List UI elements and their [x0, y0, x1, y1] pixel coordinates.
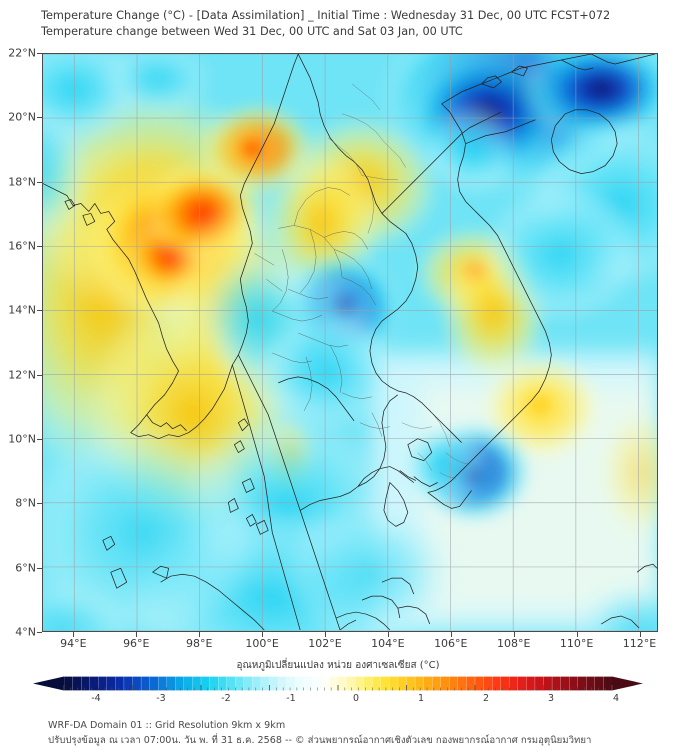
xlabel-98E: 98°E — [185, 637, 213, 650]
colorbar: อุณหภูมิเปลี่ยนแปลง หน่วย องศาเซลเซียส (… — [33, 658, 643, 708]
colorbar-tick--4: -4 — [91, 693, 101, 704]
colorbar-tick--1: -1 — [286, 693, 296, 704]
map-gridlines — [43, 54, 657, 631]
ylabel-22N: 22°N — [8, 46, 36, 60]
footer-line2: ปรับปรุงข้อมูล ณ เวลา 07:00น. วัน พ. ที่… — [48, 735, 592, 746]
xlabel-112E: 112°E — [622, 637, 657, 650]
xlabel-100E: 100°E — [245, 637, 279, 650]
xlabel-110E: 110°E — [559, 637, 594, 650]
colorbar-tick-4: 4 — [612, 693, 620, 704]
ylabel-20N: 20°N — [8, 110, 36, 124]
ylabel-14N: 14°N — [8, 303, 36, 317]
colorbar-tick-3: 3 — [547, 693, 555, 704]
colorbar-tick-2: 2 — [482, 693, 490, 704]
colorbar-svg — [33, 676, 643, 691]
temperature-change-map — [42, 53, 658, 632]
xlabel-102E: 102°E — [308, 637, 342, 650]
xlabel-94E: 94°E — [60, 637, 87, 650]
ylabel-4N: 4°N — [15, 625, 36, 639]
title-block: Temperature Change (°C) - [Data Assimila… — [41, 8, 671, 39]
colorbar-tick-0: 0 — [352, 693, 360, 704]
ylabel-12N: 12°N — [8, 368, 36, 382]
coastline-borders — [43, 54, 657, 631]
ylabel-6N: 6°N — [15, 561, 36, 575]
ylabel-16N: 16°N — [8, 239, 36, 253]
page-title-line1: Temperature Change (°C) - [Data Assimila… — [41, 9, 611, 22]
ylabel-10N: 10°N — [8, 432, 36, 446]
colorbar-tick--3: -3 — [156, 693, 166, 704]
map-canvas — [43, 54, 657, 631]
colorbar-tick--2: -2 — [221, 693, 231, 704]
footer-line1: WRF-DA Domain 01 :: Grid Resolution 9km … — [48, 720, 286, 731]
colorbar-strip — [33, 675, 643, 692]
xlabel-104E: 104°E — [371, 637, 405, 650]
ylabel-18N: 18°N — [8, 175, 36, 189]
colorbar-tick-1: 1 — [417, 693, 425, 704]
xlabel-106E: 106°E — [434, 637, 468, 650]
xlabel-108E: 108°E — [496, 637, 531, 650]
colorbar-title: อุณหภูมิเปลี่ยนแปลง หน่วย องศาเซลเซียส (… — [236, 660, 440, 671]
ylabel-8N: 8°N — [15, 496, 36, 510]
xlabel-96E: 96°E — [123, 637, 150, 650]
page-title-line2: Temperature change between Wed 31 Dec, 0… — [41, 24, 463, 38]
